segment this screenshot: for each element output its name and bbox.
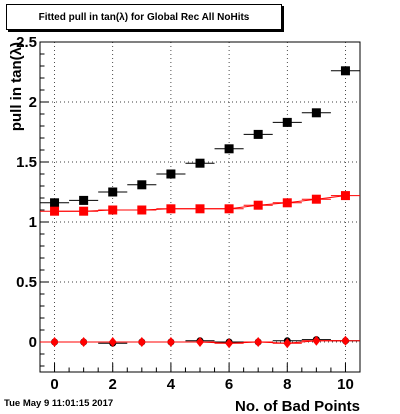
timestamp: Tue May 9 11:01:15 2017 [4,398,114,409]
x-tick-label: 6 [225,376,233,393]
series-1-point [108,205,118,215]
x-tick-label: 2 [109,376,117,393]
series-0-point [253,129,263,139]
series-3-point [341,335,350,346]
y-tick-label: 1 [29,214,37,231]
series-0-point [224,144,234,154]
y-tick-label: 0 [29,334,37,351]
x-tick-label: 8 [283,376,291,393]
series-3-point [196,337,204,347]
x-tick-label: 10 [337,376,354,393]
series-0-point [79,195,89,205]
series-1-point [195,204,205,214]
series-1-point [137,205,147,215]
series-3-point [283,338,292,349]
series-0-point [195,158,205,168]
y-tick-label: 0.5 [16,274,37,291]
series-0-point [137,180,147,190]
series-3-point [50,337,59,347]
x-tick-label: 4 [167,376,176,393]
chart-title: Fitted pull in tan(λ) for Global Rec All… [38,11,250,23]
series-1-point [311,194,321,204]
series-1-point [166,204,176,214]
y-axis-label: pull in tan(λ) [8,42,25,131]
series-0-point [282,117,292,127]
series-1-point [282,198,292,208]
series-1-point [224,204,234,214]
x-tick-label: 0 [50,376,58,393]
series-1-point [50,206,60,216]
series-3-point [254,337,263,347]
y-tick-label: 1.5 [16,154,37,171]
series-0-point [50,198,60,208]
series-3-point [166,337,175,347]
series-0-point [166,169,176,179]
series-3-point [312,335,321,346]
series-3-point [108,337,117,347]
series-1-point [340,191,350,201]
series-1-point [79,206,89,216]
series-3-point [79,337,88,347]
series-0-point [108,187,118,197]
series-0-point [311,108,321,118]
x-axis-label: No. of Bad Points [235,398,360,414]
series-0-point [340,66,350,76]
chart-title-box: Fitted pull in tan(λ) for Global Rec All… [6,4,282,30]
y-tick-label: 2 [29,94,37,111]
series-3-point [225,338,234,349]
series-1-point [253,200,263,210]
series-3-point [137,337,146,347]
y-tick-label: 2.5 [16,34,37,51]
